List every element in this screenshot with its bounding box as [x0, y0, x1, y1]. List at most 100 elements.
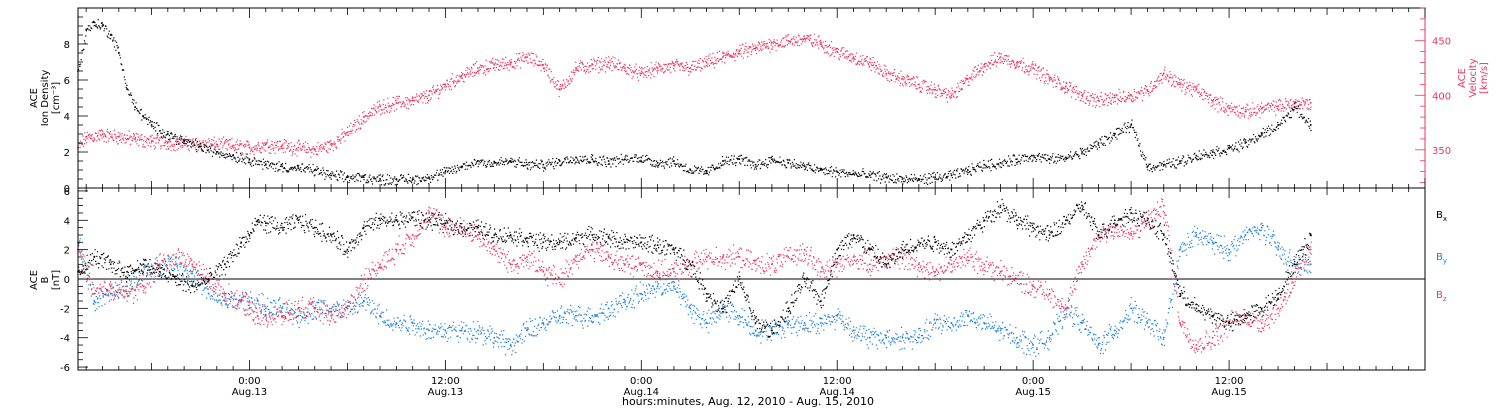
series-density-point — [1032, 154, 1034, 157]
series-velocity-point — [134, 138, 136, 140]
series-density-point — [787, 162, 789, 164]
series-velocity-point — [411, 99, 414, 102]
series-bz-point — [240, 300, 243, 302]
series-density-point — [126, 88, 128, 90]
series-velocity-point — [248, 146, 251, 149]
series-velocity-point — [1048, 78, 1051, 80]
series-density-point — [689, 169, 692, 171]
series-bx-point — [444, 222, 447, 224]
series-density-point — [1130, 124, 1132, 126]
series-bx-point — [281, 226, 283, 229]
series-bz-point — [411, 234, 414, 236]
series-bx-point — [240, 241, 243, 244]
series-density-point — [1163, 163, 1165, 166]
series-velocity-point — [1179, 83, 1181, 86]
series-bx-point — [395, 219, 398, 222]
b-axis-title-line: ACE — [29, 270, 40, 290]
series-bz-point — [1114, 226, 1116, 229]
series-bx-point — [142, 263, 145, 266]
series-by-point — [207, 292, 210, 295]
series-bz-point — [820, 270, 822, 273]
series-bx-point — [175, 278, 177, 280]
series-density-point — [248, 158, 251, 160]
series-density-point — [265, 163, 267, 166]
series-density-point — [803, 165, 806, 168]
series-bz-point — [142, 285, 145, 288]
series-bz-point — [1016, 278, 1018, 280]
series-by-point — [950, 322, 953, 324]
x-tick-label-date: Aug.13 — [428, 387, 463, 398]
series-by-point — [901, 336, 904, 339]
series-bz-point — [673, 270, 675, 273]
series-velocity-point — [1277, 105, 1279, 107]
series-density-point — [167, 133, 169, 135]
series-velocity-point — [999, 56, 1002, 58]
series-bz-point — [1048, 292, 1051, 295]
series-density-point — [934, 176, 936, 178]
series-by-point — [526, 329, 528, 332]
series-by-point — [142, 270, 145, 273]
b-tick-label: 2 — [64, 246, 70, 257]
series-bx-point — [411, 216, 414, 219]
series-density-point — [134, 106, 136, 108]
series-by-point — [265, 307, 267, 310]
series-density-point — [142, 115, 145, 117]
series-density-point — [362, 176, 365, 178]
series-bz-point — [477, 234, 479, 236]
series-bz-point — [1065, 307, 1067, 310]
series-bx-cloud — [78, 198, 1312, 338]
data-layer — [77, 19, 1312, 357]
series-by-point — [738, 314, 741, 317]
b-axis-title: ACE B [nT] — [29, 270, 62, 290]
series-density-point — [1228, 147, 1230, 150]
series-density-point — [869, 174, 871, 177]
series-velocity-point — [738, 50, 741, 53]
series-bx-point — [803, 278, 806, 280]
series-velocity-point — [85, 135, 87, 138]
series-bz-point — [493, 248, 496, 251]
velocity-axis-title-line: Velocity — [1468, 58, 1479, 97]
series-density-point — [1081, 151, 1083, 153]
series-by-point — [126, 285, 128, 288]
series-bz-point — [444, 226, 447, 229]
series-velocity-point — [167, 141, 169, 143]
series-by-point — [1228, 248, 1230, 251]
series-density-point — [1244, 142, 1247, 144]
legend-by: By — [1436, 252, 1447, 265]
series-velocity-point — [346, 131, 349, 134]
series-density-point — [297, 167, 300, 169]
series-bz-point — [771, 263, 773, 266]
series-bx-point — [1163, 234, 1165, 236]
series-density-point — [93, 21, 96, 24]
series-bz-point — [705, 256, 708, 258]
x-tick-label-time: 12:00 — [1215, 376, 1244, 387]
series-by-point — [281, 307, 283, 310]
series-bx-point — [640, 241, 643, 244]
series-velocity-point — [705, 61, 708, 64]
series-bz-point — [803, 248, 806, 251]
series-density-point — [575, 156, 577, 159]
b-tick-label: -2 — [60, 304, 70, 315]
series-by-point — [869, 336, 871, 339]
series-bz — [77, 198, 1312, 354]
series-by-point — [411, 322, 414, 324]
series-bx-point — [428, 219, 430, 222]
series-density-point — [640, 156, 643, 159]
series-velocity-point — [656, 67, 659, 69]
series-bz-point — [542, 270, 545, 273]
x-tick-label-date: Aug.13 — [232, 387, 267, 398]
b-tick-label: 4 — [64, 216, 70, 227]
series-by-point — [918, 336, 920, 339]
series-by-point — [999, 329, 1002, 332]
series-bz-point — [901, 256, 904, 258]
series-by-point — [93, 300, 96, 302]
series-bz-point — [1032, 285, 1034, 288]
series-bx-point — [93, 256, 96, 258]
series-bz-point — [330, 314, 332, 317]
series-velocity-point — [754, 47, 757, 50]
series-density-point — [656, 162, 659, 164]
series-by-point — [820, 322, 822, 324]
series-density-point — [460, 165, 463, 168]
series-density-point — [836, 171, 838, 173]
